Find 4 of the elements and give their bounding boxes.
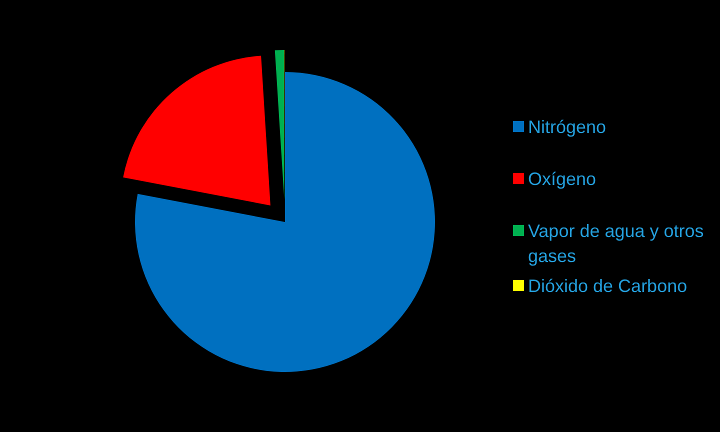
legend-label: Oxígeno: [528, 168, 596, 189]
legend-label: Dióxido de Carbono: [528, 276, 688, 296]
legend-label: Vapor de agua y otros gases: [528, 220, 704, 266]
legend-label: Nitrógeno: [528, 116, 606, 137]
